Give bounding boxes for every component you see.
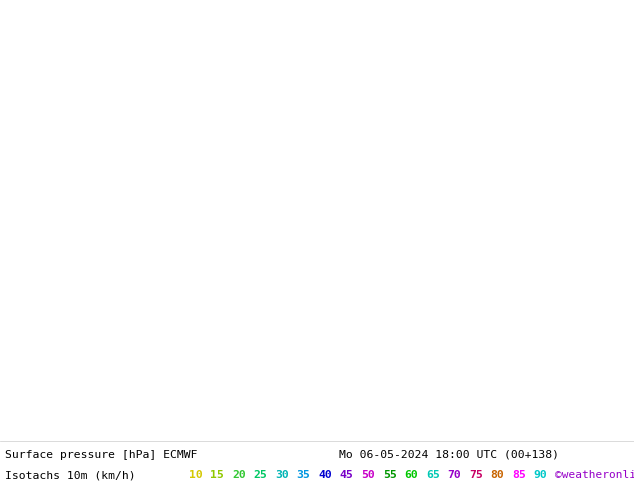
Text: 35: 35 (297, 470, 311, 480)
Text: 85: 85 (512, 470, 526, 480)
Text: 25: 25 (254, 470, 268, 480)
Text: 10: 10 (189, 470, 203, 480)
Text: 20: 20 (232, 470, 246, 480)
Text: 55: 55 (383, 470, 397, 480)
Text: Isotachs 10m (km/h): Isotachs 10m (km/h) (5, 470, 143, 480)
Text: 80: 80 (491, 470, 505, 480)
Text: 40: 40 (318, 470, 332, 480)
Text: ©weatheronline.co.uk: ©weatheronline.co.uk (555, 470, 634, 480)
Text: 45: 45 (340, 470, 354, 480)
Text: Surface pressure [hPa] ECMWF: Surface pressure [hPa] ECMWF (5, 450, 198, 460)
Text: 50: 50 (361, 470, 375, 480)
Text: 65: 65 (426, 470, 440, 480)
Bar (0, 441, 634, 490)
Text: 60: 60 (404, 470, 418, 480)
Text: 75: 75 (469, 470, 483, 480)
Text: 70: 70 (448, 470, 462, 480)
Text: 30: 30 (275, 470, 289, 480)
Text: 15: 15 (210, 470, 224, 480)
Text: 90: 90 (534, 470, 548, 480)
Text: Mo 06-05-2024 18:00 UTC (00+138): Mo 06-05-2024 18:00 UTC (00+138) (339, 450, 559, 460)
